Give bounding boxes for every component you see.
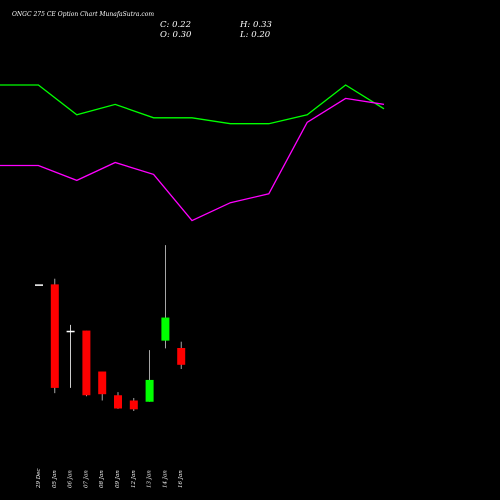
x-tick-label-8: 14 Jan — [162, 470, 168, 488]
close-label: C: 0.22 — [160, 20, 191, 30]
candle-body-6 — [129, 400, 138, 410]
candle-body-2 — [66, 330, 75, 333]
chart-title: ONGC 275 CE Option Chart MunafaSutra.com — [12, 11, 154, 18]
overlay-line-0 — [0, 84, 385, 125]
candle-body-4 — [98, 371, 107, 395]
candle-body-7 — [145, 379, 154, 402]
x-tick-label-3: 07 Jan — [83, 470, 89, 488]
candle-body-8 — [161, 317, 170, 341]
candle-body-1 — [50, 284, 59, 388]
x-tick-label-0: 29 Dec — [36, 469, 42, 490]
x-axis-ticks: 29 Dec 05 Jan 06 Jan 07 Jan 08 Jan 09 Jan 12 J… — [36, 469, 184, 490]
candle-body-3 — [82, 330, 91, 396]
x-tick-label-6: 12 Jan — [131, 470, 137, 488]
candle-body-5 — [114, 395, 122, 409]
candle-body-0 — [35, 284, 43, 286]
high-label: H: 0.33 — [239, 20, 272, 30]
candle-body-9 — [177, 348, 186, 365]
candles — [35, 245, 186, 411]
overlay-line-1 — [0, 97, 385, 222]
open-label: O: 0.30 — [160, 30, 192, 40]
overlay-lines — [0, 84, 385, 222]
x-tick-label-4: 08 Jan — [99, 470, 105, 488]
x-tick-label-5: 09 Jan — [115, 470, 121, 488]
low-label: L: 0.20 — [239, 30, 271, 40]
x-tick-label-2: 06 Jan — [68, 470, 74, 488]
x-tick-label-9: 16 Jan — [178, 470, 184, 488]
x-tick-label-7: 13 Jan — [147, 470, 153, 488]
x-tick-label-1: 05 Jan — [52, 470, 58, 488]
